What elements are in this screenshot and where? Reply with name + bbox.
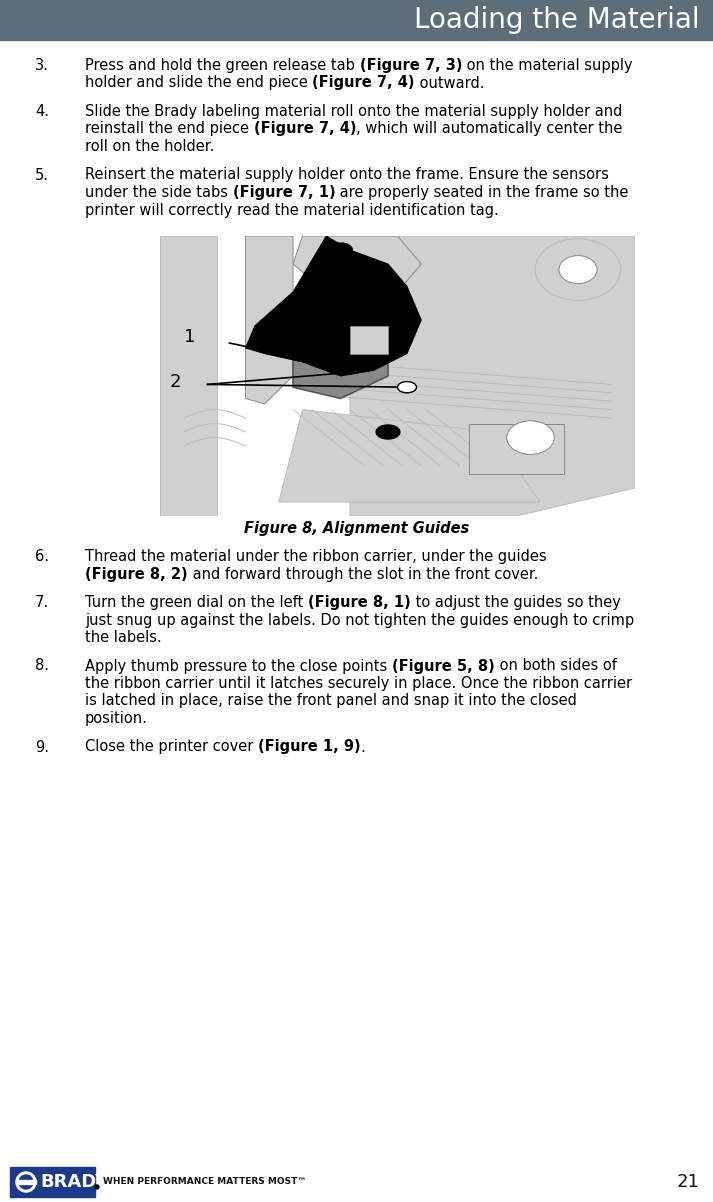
Circle shape [398,381,416,393]
Text: WHEN PERFORMANCE MATTERS MOST™: WHEN PERFORMANCE MATTERS MOST™ [103,1178,307,1186]
Circle shape [95,1185,99,1189]
Circle shape [19,1176,33,1189]
Text: Slide the Brady labeling material roll onto the material supply holder and: Slide the Brady labeling material roll o… [85,105,622,119]
Text: Reinsert the material supply holder onto the frame. Ensure the sensors: Reinsert the material supply holder onto… [85,167,609,183]
Text: and forward through the slot in the front cover.: and forward through the slot in the fron… [188,566,538,582]
Text: .: . [361,739,365,755]
Text: is latched in place, raise the front panel and snap it into the closed: is latched in place, raise the front pan… [85,694,577,708]
Polygon shape [350,236,635,516]
Text: on the material supply: on the material supply [462,58,632,73]
Ellipse shape [507,421,554,454]
Text: under the side tabs: under the side tabs [85,185,232,200]
Text: (Figure 7, 1): (Figure 7, 1) [232,185,335,200]
Text: (Figure 7, 4): (Figure 7, 4) [312,76,415,90]
Bar [0,0,713,40]
Bar [16,1180,36,1184]
Text: 5.: 5. [35,167,49,183]
Text: 9.: 9. [35,739,49,755]
Circle shape [16,1172,36,1192]
Text: 6.: 6. [35,549,49,564]
Text: 1: 1 [184,328,195,346]
Polygon shape [293,298,388,398]
Text: the labels.: the labels. [85,630,162,645]
Text: the ribbon carrier until it latches securely in place. Once the ribbon carrier: the ribbon carrier until it latches secu… [85,676,632,691]
Polygon shape [279,410,540,502]
Text: printer will correctly read the material identification tag.: printer will correctly read the material… [85,202,499,218]
Text: 3.: 3. [35,58,49,73]
Text: (Figure 8, 1): (Figure 8, 1) [308,595,411,609]
Text: 21: 21 [677,1173,700,1191]
Text: on both sides of: on both sides of [495,659,617,673]
Bar [350,326,388,353]
Text: BRADY: BRADY [40,1173,108,1191]
Circle shape [329,243,352,257]
Polygon shape [160,236,217,516]
Text: (Figure 7, 3): (Figure 7, 3) [359,58,462,73]
Bar [10,1167,95,1197]
Text: (Figure 5, 8): (Figure 5, 8) [392,659,495,673]
Text: roll on the holder.: roll on the holder. [85,139,214,154]
Polygon shape [245,236,421,376]
Text: Figure 8, Alignment Guides: Figure 8, Alignment Guides [244,520,469,536]
Text: (Figure 1, 9): (Figure 1, 9) [258,739,361,755]
Bar [468,423,564,474]
Ellipse shape [559,256,597,284]
Text: Apply thumb pressure to the close points: Apply thumb pressure to the close points [85,659,392,673]
Polygon shape [293,236,421,292]
Text: (Figure 8, 2): (Figure 8, 2) [85,566,188,582]
Text: 8.: 8. [35,659,49,673]
Ellipse shape [535,239,621,300]
Text: , which will automatically center the: , which will automatically center the [356,121,622,137]
Text: Press and hold the green release tab: Press and hold the green release tab [85,58,359,73]
Polygon shape [245,236,293,404]
Text: just snug up against the labels. Do not tighten the guides enough to crimp: just snug up against the labels. Do not … [85,613,634,627]
Text: to adjust the guides so they: to adjust the guides so they [411,595,620,609]
Text: 2: 2 [170,373,181,391]
Circle shape [376,426,400,439]
Text: outward.: outward. [415,76,485,90]
Text: Loading the Material: Loading the Material [414,6,700,34]
Text: holder and slide the end piece: holder and slide the end piece [85,76,312,90]
Text: Turn the green dial on the left: Turn the green dial on the left [85,595,308,609]
Text: Close the printer cover: Close the printer cover [85,739,258,755]
Text: Thread the material under the ribbon carrier, under the guides: Thread the material under the ribbon car… [85,549,547,564]
Text: (Figure 7, 4): (Figure 7, 4) [254,121,356,137]
Text: position.: position. [85,712,148,726]
Text: are properly seated in the frame so the: are properly seated in the frame so the [335,185,629,200]
Text: 4.: 4. [35,105,49,119]
Text: reinstall the end piece: reinstall the end piece [85,121,254,137]
Text: 7.: 7. [35,595,49,609]
